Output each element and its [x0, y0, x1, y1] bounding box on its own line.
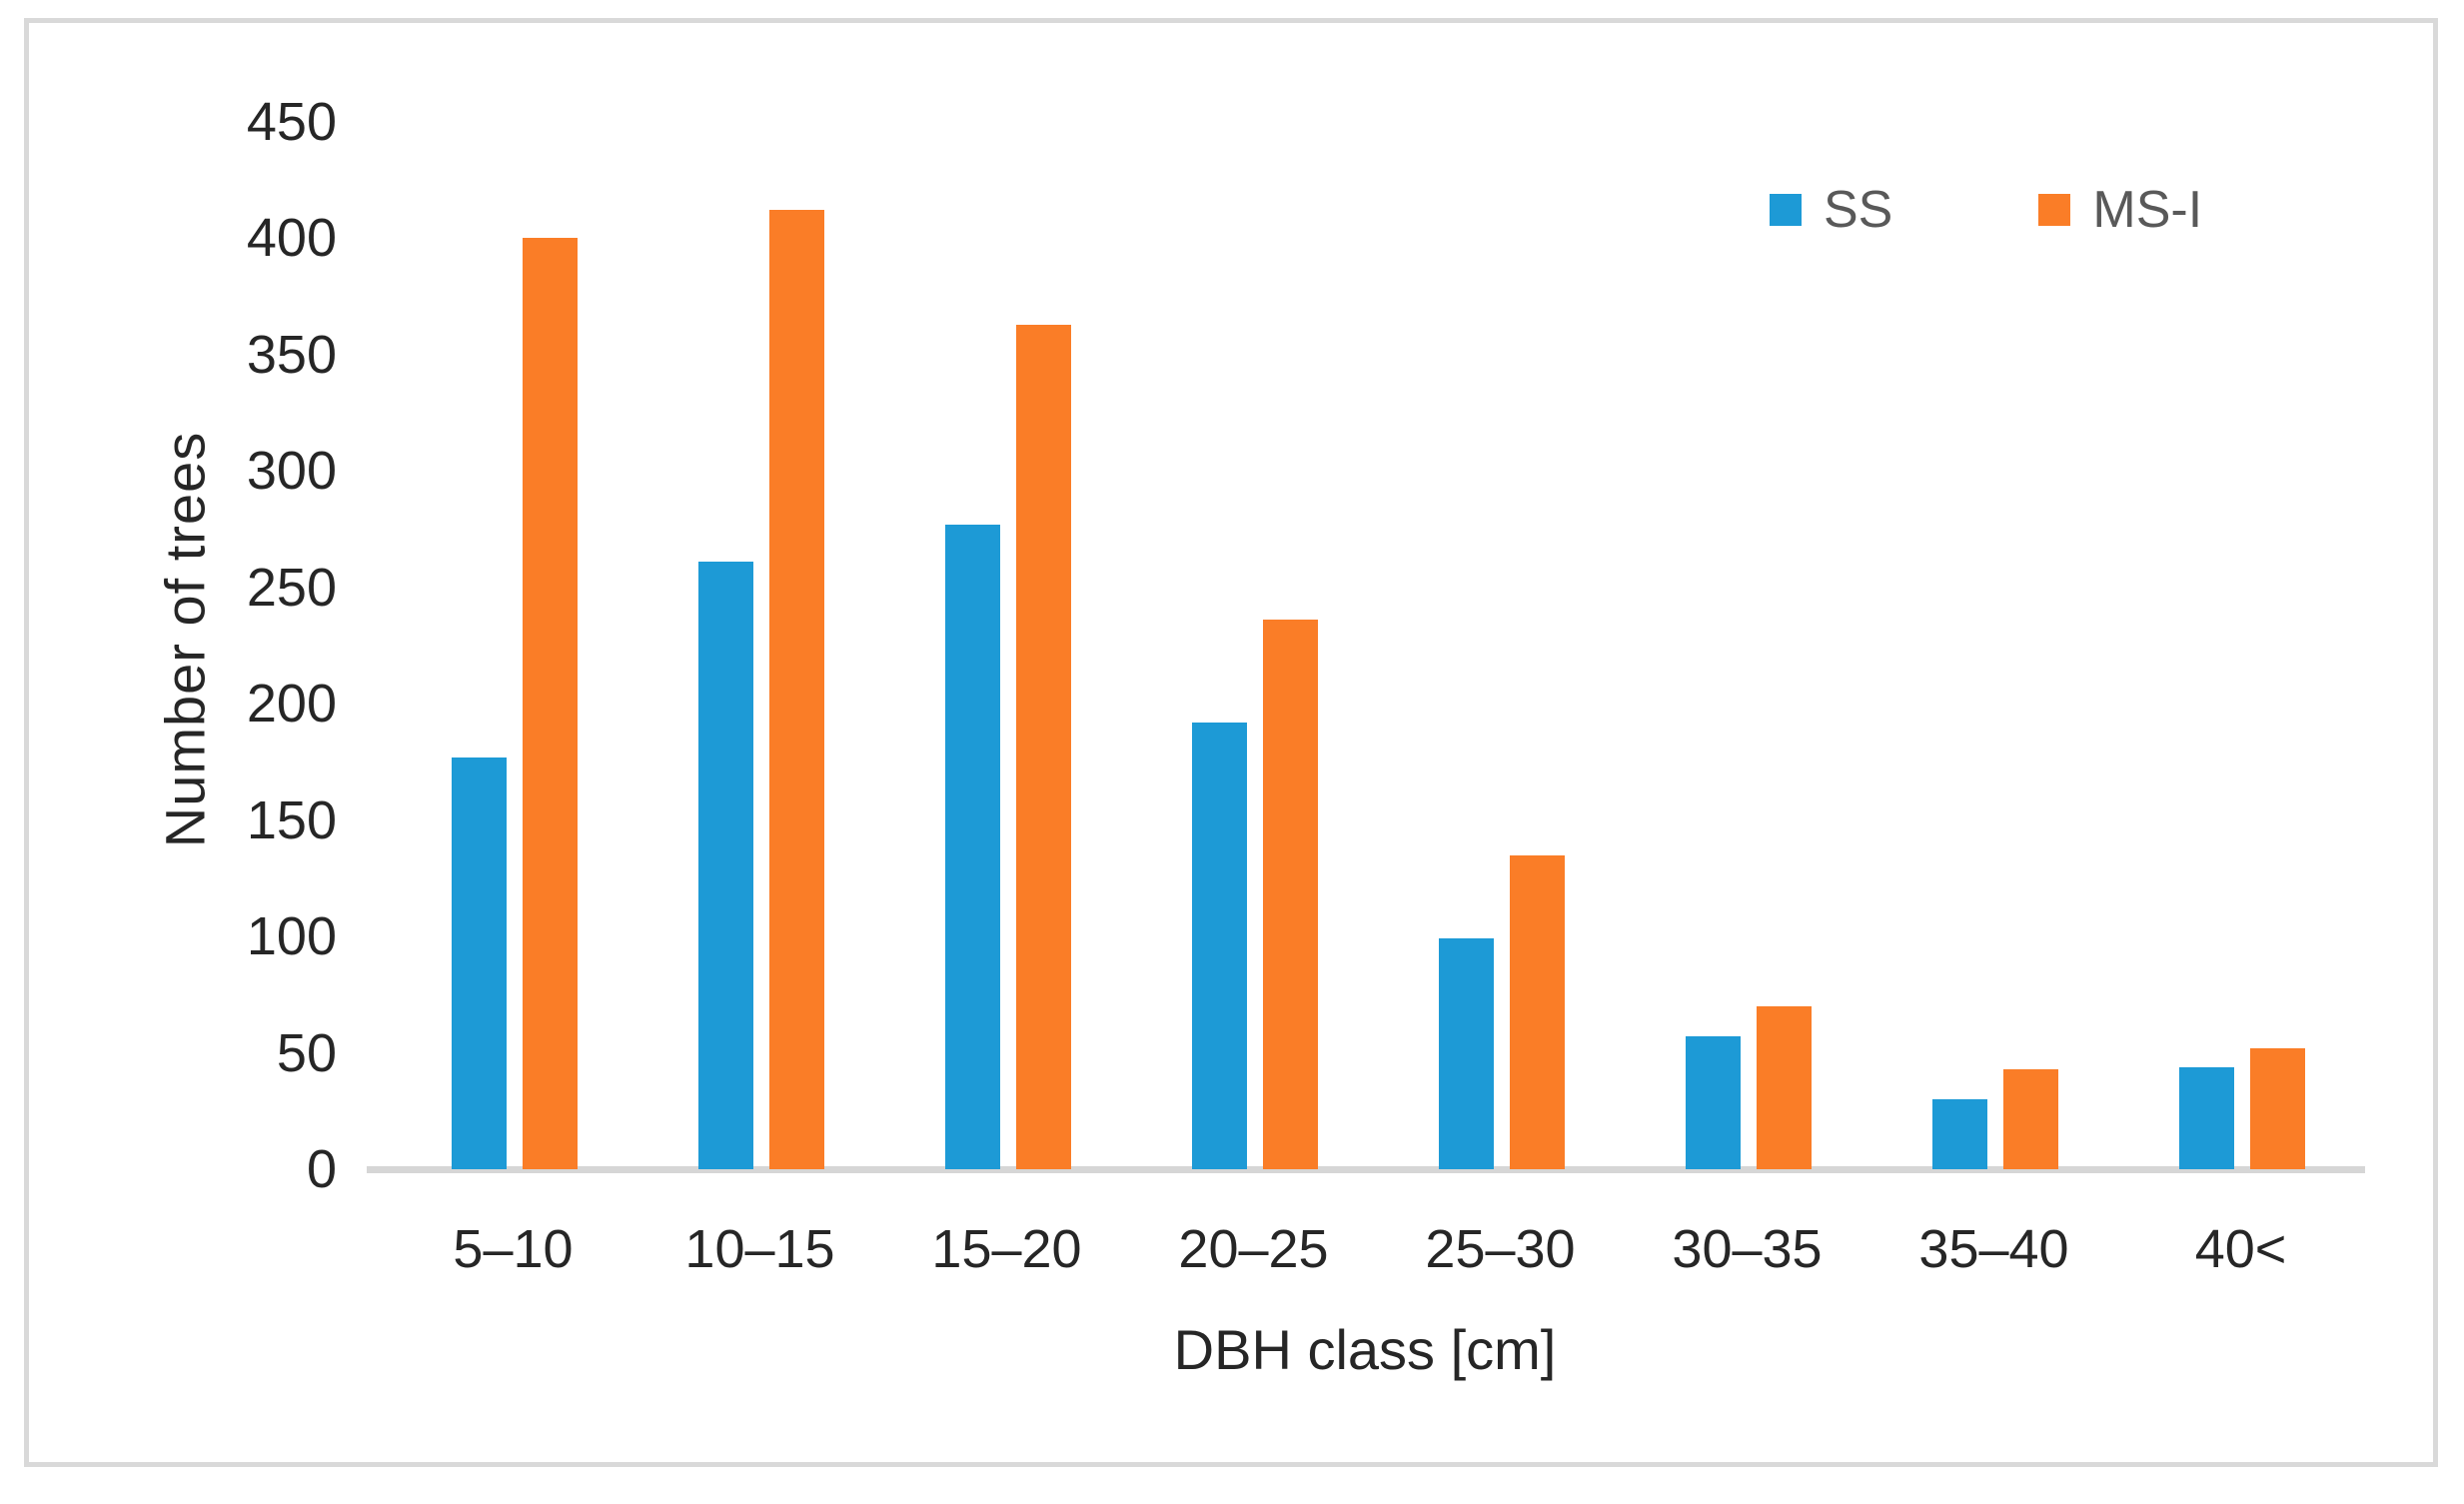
bar-ss-15–20 [944, 524, 1000, 1169]
x-category-label-5: 25–30 [1425, 1219, 1576, 1279]
bar-ss-40< [2178, 1066, 2234, 1169]
bar-ms-i-40< [2249, 1047, 2305, 1169]
bar-ms-i-10–15 [768, 210, 824, 1169]
y-tick-label-450: 450 [246, 92, 337, 152]
x-axis-line [367, 1166, 2365, 1173]
x-category-label-1: 5–10 [453, 1219, 574, 1279]
x-category-label-8: 40< [2194, 1219, 2287, 1279]
legend-label-ms-i: MS-I [2092, 181, 2203, 239]
bar-ms-i-25–30 [1509, 854, 1565, 1169]
legend: SS MS-I [1770, 180, 2202, 240]
y-tick-label-300: 300 [246, 441, 337, 502]
x-category-label-4: 20–25 [1178, 1219, 1329, 1279]
y-tick-label-250: 250 [246, 557, 337, 618]
legend-swatch-ms-i [2038, 194, 2071, 226]
bar-ss-20–25 [1191, 722, 1247, 1169]
bar-ss-30–35 [1685, 1036, 1741, 1169]
bar-ss-10–15 [697, 562, 753, 1169]
x-category-label-3: 15–20 [931, 1219, 1082, 1279]
legend-item-ss: SS [1770, 180, 1892, 240]
x-category-label-6: 30–35 [1672, 1219, 1823, 1279]
y-tick-label-200: 200 [246, 674, 337, 735]
bar-ms-i-30–35 [1756, 1005, 1812, 1169]
y-tick-label-400: 400 [246, 208, 337, 269]
bar-ms-i-15–20 [1015, 324, 1071, 1169]
legend-swatch-ss [1770, 194, 1802, 226]
y-tick-label-100: 100 [246, 906, 337, 967]
y-tick-label-0: 0 [306, 1139, 337, 1199]
x-category-label-2: 10–15 [684, 1219, 835, 1279]
legend-label-ss: SS [1824, 181, 1893, 239]
bar-ms-i-5–10 [522, 238, 578, 1169]
bar-ss-5–10 [451, 756, 507, 1169]
bar-ss-35–40 [1931, 1099, 1987, 1169]
y-tick-label-50: 50 [276, 1022, 337, 1083]
x-axis-title: DBH class [cm] [1173, 1318, 1557, 1381]
bar-ss-25–30 [1438, 938, 1494, 1169]
bar-ms-i-20–25 [1262, 620, 1318, 1169]
x-category-label-7: 35–40 [1918, 1219, 2069, 1279]
bar-ms-i-35–40 [2002, 1068, 2058, 1169]
legend-item-ms-i: MS-I [2038, 180, 2202, 240]
y-tick-label-350: 350 [246, 324, 337, 385]
y-tick-label-150: 150 [246, 789, 337, 850]
